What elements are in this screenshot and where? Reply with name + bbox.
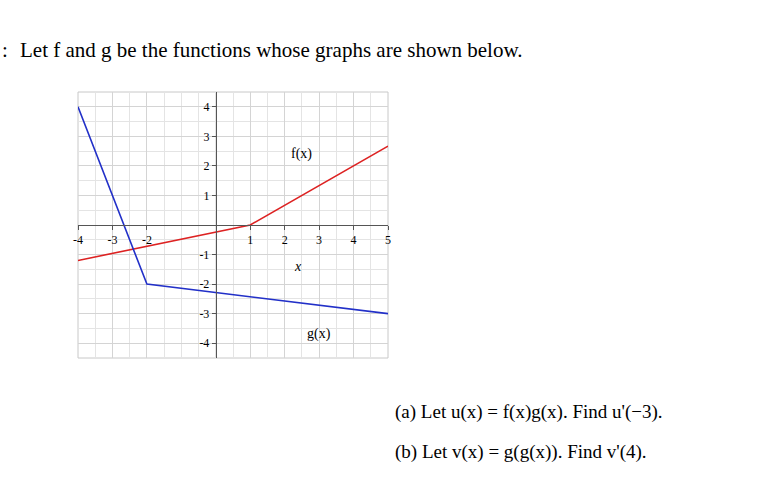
svg-text:x: x bbox=[294, 259, 302, 274]
html-text:Let f and g be the functions w: Let f and g be the functions whose graph… bbox=[20, 38, 523, 62]
svg-text:4: 4 bbox=[351, 233, 357, 247]
svg-text:-3: -3 bbox=[199, 307, 209, 321]
svg-text:-3: -3 bbox=[107, 233, 117, 247]
svg-text:2: 2 bbox=[282, 233, 288, 247]
svg-text:-2: -2 bbox=[199, 277, 209, 291]
svg-text:-4: -4 bbox=[73, 233, 83, 247]
html-text:(b) Let v(x) = g(g(x)). Find v: (b) Let v(x) = g(g(x)). Find v'(4). bbox=[395, 441, 647, 462]
svg-text:-4: -4 bbox=[199, 336, 209, 350]
svg-text:-2: -2 bbox=[142, 233, 152, 247]
svg-text:2: 2 bbox=[203, 159, 209, 173]
svg-text:1: 1 bbox=[247, 233, 253, 247]
svg-text:f(x): f(x) bbox=[291, 146, 312, 162]
svg-text:3: 3 bbox=[203, 130, 209, 144]
html-text:(a) Let u(x) = f(x)g(x). Find: (a) Let u(x) = f(x)g(x). Find u'(−3). bbox=[395, 401, 663, 422]
svg-text:4: 4 bbox=[203, 100, 209, 114]
svg-text:1: 1 bbox=[203, 189, 209, 203]
svg-text:5: 5 bbox=[385, 233, 391, 247]
svg-text:3: 3 bbox=[316, 233, 322, 247]
svg-text:-1: -1 bbox=[199, 248, 209, 262]
svg-text:g(x): g(x) bbox=[307, 326, 331, 342]
